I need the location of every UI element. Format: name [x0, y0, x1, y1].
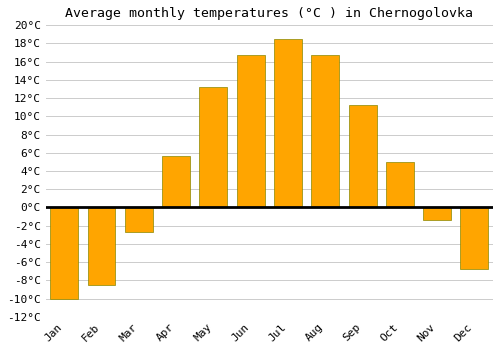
- Bar: [386, 162, 414, 208]
- Title: Average monthly temperatures (°C ) in Chernogolovka: Average monthly temperatures (°C ) in Ch…: [66, 7, 474, 20]
- Bar: [88, 208, 116, 285]
- Bar: [50, 208, 78, 299]
- Bar: [162, 155, 190, 208]
- Bar: [312, 55, 339, 208]
- Bar: [236, 55, 264, 208]
- Bar: [460, 208, 488, 268]
- Bar: [423, 208, 451, 220]
- Bar: [348, 105, 376, 208]
- Bar: [200, 87, 228, 208]
- Bar: [274, 39, 302, 208]
- Bar: [125, 208, 153, 232]
